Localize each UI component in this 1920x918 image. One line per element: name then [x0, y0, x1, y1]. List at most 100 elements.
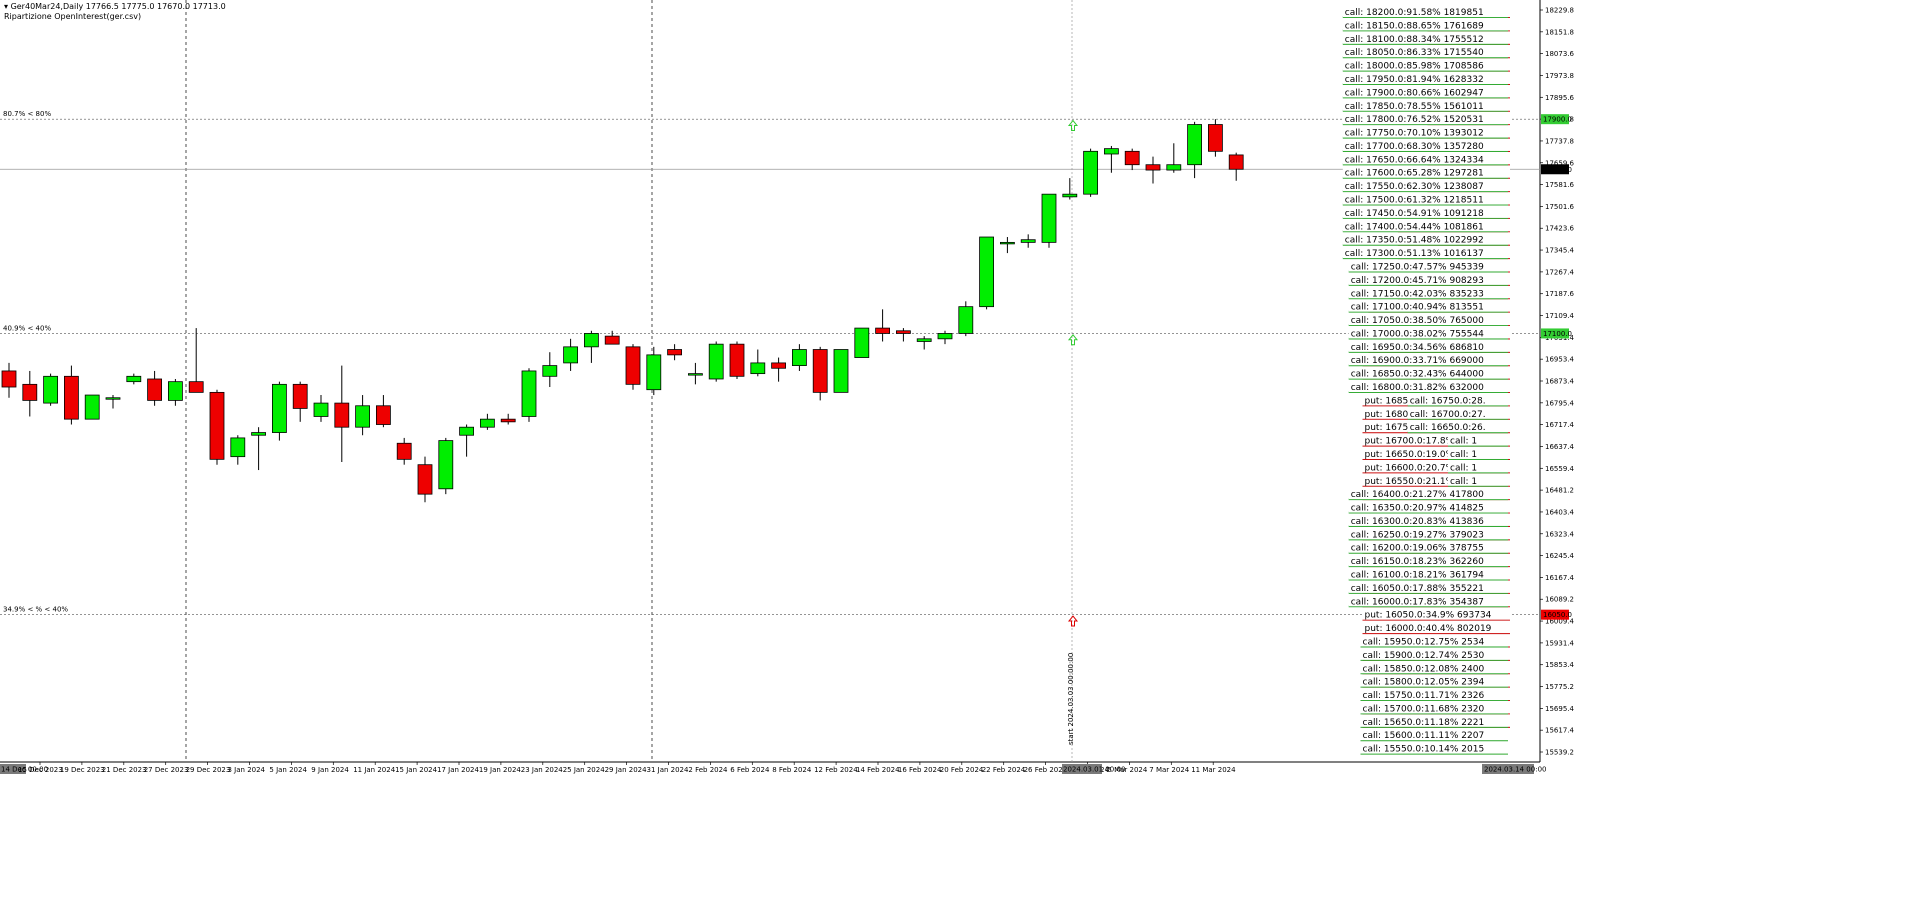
call-label-51: call: 15650.0:11.18% 2221: [1363, 718, 1485, 728]
call-bg-35: [1448, 475, 1508, 486]
candle-body-53: [1104, 148, 1119, 155]
candle-body-16: [334, 402, 350, 428]
call-bg-18: [1342, 248, 1508, 259]
call-label-18: call: 17300.0:51.13% 1016137: [1345, 249, 1484, 259]
price-tick-label-27: 16089.2: [1545, 596, 1574, 604]
candle-body-28: [584, 333, 599, 348]
indicator-name: Ripartizione OpenInterest(ger.csv): [4, 12, 142, 21]
time-edge-right-bg: [1482, 764, 1534, 774]
call-bg-24: [1348, 328, 1508, 339]
call-label-7: call: 17850.0:78.55% 1561011: [1345, 102, 1484, 112]
percent-level-label-2: 34.9% < % < 40%: [3, 606, 68, 614]
date-tick-label-18: 8 Feb 2024: [772, 766, 812, 774]
put-bg-32: [1362, 435, 1510, 446]
call-label-3: call: 18050.0:86.33% 1715540: [1345, 48, 1484, 58]
call-bg-23: [1348, 315, 1508, 326]
candle-body-11: [230, 437, 246, 458]
price-tick-label-28: 16009.4: [1545, 618, 1574, 626]
put-label-35: put: 16550.0:21.1% 418899: [1365, 477, 1492, 487]
call-label-37: call: 16350.0:20.97% 414825: [1351, 504, 1484, 514]
current-price-tag-bg: [1541, 164, 1569, 175]
call-label-38: call: 16300.0:20.83% 413836: [1351, 517, 1484, 527]
candle-body-43: [896, 330, 911, 334]
call-bg-11: [1342, 154, 1508, 165]
price-tag-text-2: 16050.0: [1543, 611, 1572, 619]
call-bg-29: [1407, 395, 1508, 406]
time-edge-left-bg: [0, 764, 26, 774]
call-bg-47: [1360, 663, 1508, 674]
candle-body-15: [313, 402, 329, 417]
collapse-triangle-icon[interactable]: ▾: [4, 2, 9, 11]
date-tick-label-1: 19 Dec 2023: [60, 766, 105, 774]
call-bg-50: [1360, 703, 1508, 714]
price-tick-label-23: 16403.4: [1545, 508, 1574, 516]
call-label-27: call: 16850.0:32.43% 644000: [1351, 370, 1484, 380]
call-bg-28: [1348, 382, 1508, 393]
candle-body-0: [1, 370, 17, 388]
price-tag-bg-2: [1541, 609, 1569, 620]
candle-body-41: [854, 327, 870, 358]
candle-body-39: [812, 349, 828, 393]
price-tag-bg-1: [1541, 328, 1569, 339]
date-tick-label-12: 23 Jan 2024: [521, 766, 564, 774]
call-label-29: call: 16750.0:28.: [1410, 396, 1486, 406]
price-tick-label-17: 16873.4: [1545, 378, 1574, 386]
symbol-info: ▾ Ger40Mar24,Daily 17766.5 17775.0 17670…: [4, 2, 226, 11]
call-bg-21: [1348, 288, 1508, 299]
call-bg-51: [1360, 716, 1508, 727]
call-bg-41: [1348, 556, 1508, 567]
price-tag-text-1: 17100.0: [1543, 330, 1572, 338]
put-label-33: put: 16650.0:19.0% 377132: [1365, 450, 1492, 460]
candle-body-13: [271, 383, 287, 433]
candle-body-45: [937, 333, 953, 340]
date-tick-label-19: 12 Feb 2024: [814, 766, 858, 774]
date-tick-label-15: 31 Jan 2024: [647, 766, 690, 774]
call-label-11: call: 17650.0:66.64% 1324334: [1345, 155, 1484, 165]
call-bg-5: [1342, 73, 1508, 84]
call-bg-26: [1348, 355, 1508, 366]
candle-body-23: [479, 418, 495, 428]
call-label-22: call: 17100.0:40.94% 813551: [1351, 303, 1484, 313]
price-tick-label-2: 18073.6: [1545, 50, 1574, 58]
call-label-50: call: 15700.0:11.68% 2320: [1363, 704, 1485, 714]
call-label-45: call: 15950.0:12.75% 2534: [1363, 637, 1485, 647]
candle-body-6: [126, 375, 142, 383]
current-price-tag-text: 17713.0: [1543, 166, 1572, 174]
call-bg-44: [1348, 596, 1508, 607]
time-edge-left-label: 14 Dec 00:00: [1, 766, 48, 774]
level-arrow-icon-2: [1067, 615, 1079, 627]
call-label-32: call: 1: [1450, 437, 1477, 447]
date-tick-label-22: 20 Feb 2024: [940, 766, 984, 774]
date-tick-label-6: 5 Jan 2024: [269, 766, 307, 774]
date-tick-label-5: 3 Jan 2024: [228, 766, 266, 774]
call-label-6: call: 17900.0:80.66% 1602947: [1345, 88, 1484, 98]
call-bg-48: [1360, 676, 1508, 687]
call-label-47: call: 15850.0:12.08% 2400: [1363, 664, 1485, 674]
call-label-12: call: 17600.0:65.28% 1297281: [1345, 169, 1484, 179]
call-bg-13: [1342, 181, 1508, 192]
candle-body-30: [625, 346, 641, 385]
call-label-52: call: 15600.0:11.11% 2207: [1363, 731, 1485, 741]
price-tick-label-19: 16717.4: [1545, 421, 1574, 429]
call-bg-7: [1342, 100, 1508, 111]
price-tick-label-0: 18229.8: [1545, 7, 1574, 15]
candle-body-49: [1020, 239, 1036, 243]
date-tick-label-7: 9 Jan 2024: [311, 766, 349, 774]
call-label-15: call: 17450.0:54.91% 1091218: [1345, 209, 1484, 219]
candle-body-9: [188, 381, 204, 393]
call-label-5: call: 17950.0:81.94% 1628332: [1345, 75, 1484, 85]
put-bg-45: [1362, 609, 1510, 620]
put-bg-35: [1362, 475, 1510, 486]
call-label-36: call: 16400.0:21.27% 417800: [1351, 490, 1484, 500]
candle-body-42: [875, 327, 890, 334]
candle-body-50: [1041, 193, 1057, 243]
candle-body-40: [833, 349, 849, 393]
put-label-32: put: 16700.0:17.8% 354301: [1365, 437, 1492, 447]
price-tick-label-16: 16953.4: [1545, 356, 1574, 364]
call-bg-8: [1342, 114, 1508, 125]
candle-body-51: [1062, 193, 1078, 198]
symbol-line: Ger40Mar24,Daily 17766.5 17775.0 17670.0…: [10, 2, 226, 11]
call-bg-6: [1342, 87, 1508, 98]
